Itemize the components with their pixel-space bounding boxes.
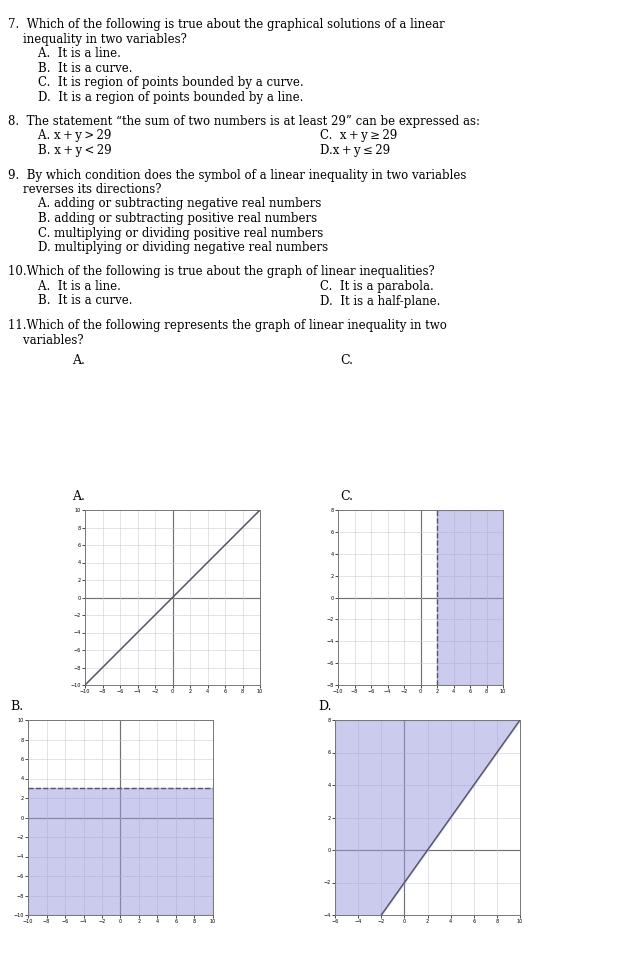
Text: B.  It is a curve.: B. It is a curve. — [8, 295, 132, 307]
Text: A.  It is a line.: A. It is a line. — [8, 47, 121, 60]
Text: C.  x + y ≥ 29: C. x + y ≥ 29 — [320, 130, 397, 142]
Text: B. adding or subtracting positive real numbers: B. adding or subtracting positive real n… — [8, 212, 317, 225]
Text: C.: C. — [340, 490, 353, 503]
Text: A.: A. — [72, 354, 85, 367]
Text: D.x + y ≤ 29: D.x + y ≤ 29 — [320, 144, 390, 157]
Text: A. adding or subtracting negative real numbers: A. adding or subtracting negative real n… — [8, 198, 322, 210]
Text: C.: C. — [340, 354, 353, 367]
Text: D.: D. — [318, 700, 332, 713]
Text: B.: B. — [10, 700, 23, 713]
Text: D.  It is a region of points bounded by a line.: D. It is a region of points bounded by a… — [8, 90, 304, 104]
Text: C. multiplying or dividing positive real numbers: C. multiplying or dividing positive real… — [8, 227, 324, 239]
Text: inequality in two variables?: inequality in two variables? — [8, 33, 187, 45]
Text: A.: A. — [72, 490, 85, 503]
Text: 7.  Which of the following is true about the graphical solutions of a linear: 7. Which of the following is true about … — [8, 18, 445, 31]
Text: 11.Which of the following represents the graph of linear inequality in two: 11.Which of the following represents the… — [8, 319, 447, 332]
Text: B.  It is a curve.: B. It is a curve. — [8, 61, 132, 75]
Text: C.  It is a parabola.: C. It is a parabola. — [320, 280, 433, 293]
Text: 8.  The statement “the sum of two numbers is at least 29” can be expressed as:: 8. The statement “the sum of two numbers… — [8, 115, 480, 128]
Bar — [437, 510, 503, 685]
Text: variables?: variables? — [8, 333, 84, 347]
Text: reverses its directions?: reverses its directions? — [8, 183, 161, 196]
Text: B. x + y < 29: B. x + y < 29 — [8, 144, 112, 157]
Text: C.  It is region of points bounded by a curve.: C. It is region of points bounded by a c… — [8, 76, 304, 89]
Text: 9.  By which condition does the symbol of a linear inequality in two variables: 9. By which condition does the symbol of… — [8, 169, 466, 181]
Bar — [28, 788, 213, 915]
Text: A. x + y > 29: A. x + y > 29 — [8, 130, 111, 142]
Text: A.  It is a line.: A. It is a line. — [8, 280, 121, 293]
Text: D. multiplying or dividing negative real numbers: D. multiplying or dividing negative real… — [8, 241, 328, 254]
Text: 10.Which of the following is true about the graph of linear inequalities?: 10.Which of the following is true about … — [8, 266, 435, 278]
Text: D.  It is a half-plane.: D. It is a half-plane. — [320, 295, 440, 307]
